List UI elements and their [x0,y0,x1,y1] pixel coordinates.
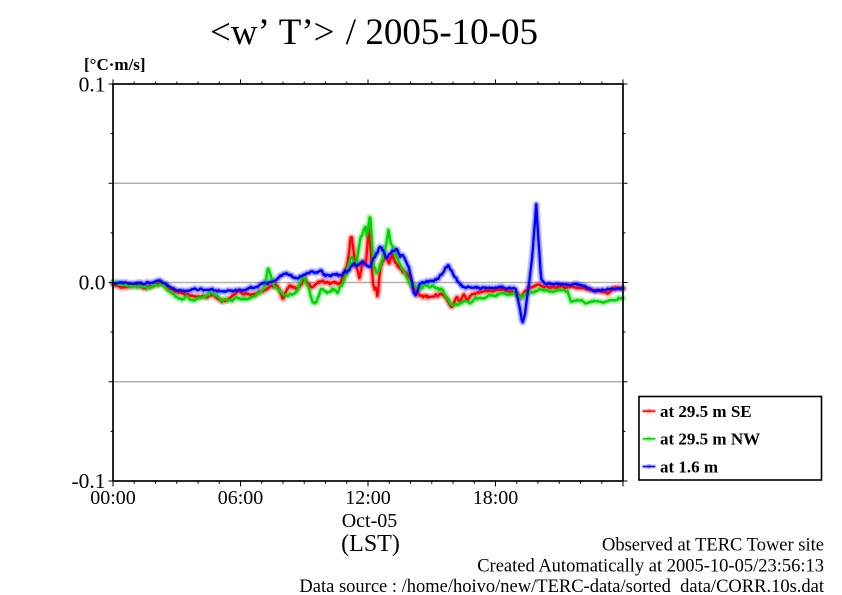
svg-text:-0.1: -0.1 [71,469,105,493]
svg-text:at 29.5 m SE: at 29.5 m SE [660,402,752,421]
svg-text:[°C·m/s]: [°C·m/s] [84,55,146,74]
svg-text:at 29.5 m NW: at 29.5 m NW [660,430,760,449]
svg-text:Data source : /home/hoivo/new/: Data source : /home/hoivo/new/TERC-data/… [299,577,824,595]
svg-text:12:00: 12:00 [345,487,391,509]
svg-text:Oct-05: Oct-05 [342,510,398,532]
svg-text:18:00: 18:00 [473,487,519,509]
svg-text:0.0: 0.0 [79,271,106,295]
svg-text:06:00: 06:00 [218,487,264,509]
svg-text:Created Automatically at 2005-: Created Automatically at 2005-10-05/23:5… [477,557,824,577]
svg-text:0.1: 0.1 [79,72,106,96]
svg-text:00:00: 00:00 [90,487,136,509]
svg-text:Observed at TERC Tower site: Observed at TERC Tower site [602,536,824,556]
svg-text:at 1.6 m: at 1.6 m [660,457,718,476]
svg-text:(LST): (LST) [341,531,400,557]
svg-text:<w’ T’> / 2005-10-05: <w’ T’> / 2005-10-05 [210,12,538,53]
